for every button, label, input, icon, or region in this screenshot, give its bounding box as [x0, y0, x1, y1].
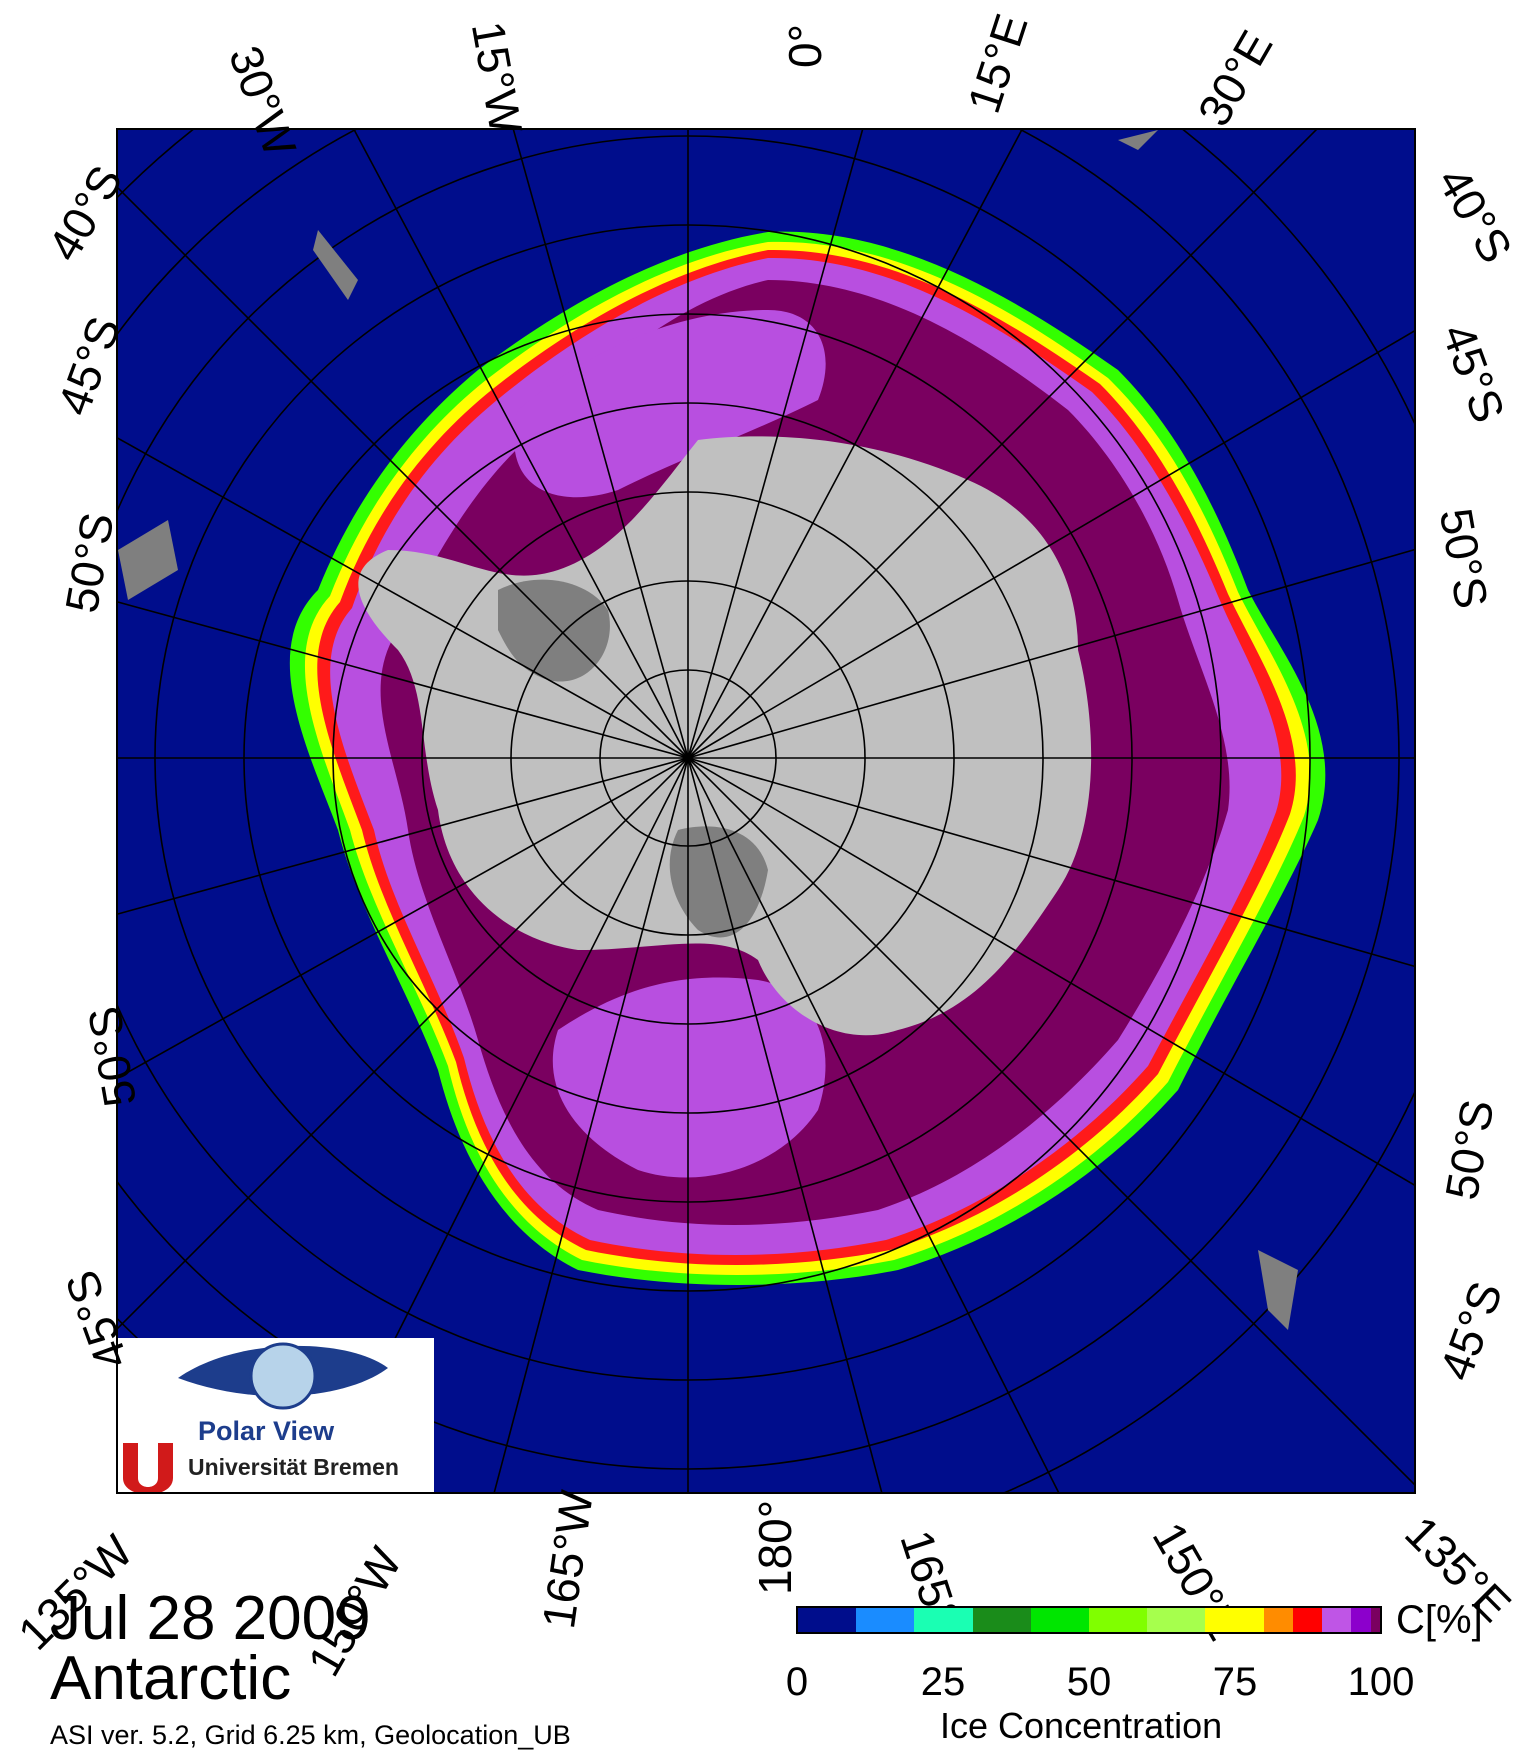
- lon-label-top-15w: 15°W: [461, 17, 533, 138]
- island-top-right: [1118, 130, 1158, 150]
- colorbar-tick-50: 50: [1066, 1660, 1112, 1704]
- colorbar-segment: [1263, 1608, 1293, 1632]
- logo-polar-view-text: Polar View: [198, 1416, 335, 1446]
- lon-label-top-15e: 15°E: [957, 7, 1038, 120]
- polar-view-eye-icon: [123, 1342, 388, 1492]
- colorbar-segment: [914, 1608, 973, 1632]
- colorbar-tick-0: 0: [785, 1660, 809, 1704]
- colorbar: [796, 1606, 1382, 1634]
- ice-concentration-map: Polar View Universität Bremen: [116, 128, 1416, 1494]
- polar-view-logo: Polar View Universität Bremen: [118, 1338, 434, 1492]
- colorbar-segment: [1350, 1608, 1372, 1632]
- map-region: Antarctic: [50, 1644, 292, 1713]
- colorbar-segment: [856, 1608, 915, 1632]
- colorbar-tick-100: 100: [1347, 1660, 1415, 1704]
- colorbar-segment: [1371, 1608, 1380, 1632]
- colorbar-segment: [798, 1608, 857, 1632]
- lat-label-right-50s-upper: 50°S: [1429, 504, 1499, 613]
- ice-shelf-ross: [669, 826, 768, 938]
- island-left: [118, 520, 178, 600]
- ross-patch: [552, 977, 826, 1178]
- lat-label-left-50s-upper: 50°S: [55, 508, 124, 617]
- colorbar-tick-75: 75: [1212, 1660, 1258, 1704]
- colorbar-segment: [1030, 1608, 1089, 1632]
- lat-label-right-45s-lower: 45°S: [1429, 1274, 1513, 1387]
- lon-label-bottom-180: 180°: [749, 1499, 801, 1595]
- lon-label-top-0: 0°: [779, 24, 831, 68]
- lon-label-top-30e: 30°E: [1187, 21, 1283, 135]
- lat-label-right-45s: 45°S: [1431, 316, 1516, 429]
- colorbar-segment: [1292, 1608, 1322, 1632]
- map-date: Jul 28 2009: [50, 1584, 371, 1653]
- colorbar-segment: [1088, 1608, 1148, 1632]
- colorbar-segment: [972, 1608, 1031, 1632]
- ice-shelf-ronne: [498, 579, 610, 682]
- map-canvas: [118, 130, 1414, 1492]
- lon-label-bottom-165w: 165°W: [532, 1487, 603, 1632]
- lat-label-right-50s-lower: 50°S: [1435, 1095, 1504, 1204]
- logo-university-text: Universität Bremen: [188, 1454, 399, 1480]
- colorbar-unit: C[%]: [1396, 1598, 1483, 1642]
- island-south-georgia: [313, 230, 358, 300]
- colorbar-segment: [1321, 1608, 1351, 1632]
- colorbar-segment: [1147, 1608, 1206, 1632]
- map-meta-info: ASI ver. 5.2, Grid 6.25 km, Geolocation_…: [50, 1720, 571, 1750]
- lat-label-right-40s: 40°S: [1427, 158, 1523, 272]
- colorbar-tick-25: 25: [920, 1660, 966, 1704]
- colorbar-title: Ice Concentration: [940, 1705, 1223, 1746]
- colorbar-segment: [1205, 1608, 1264, 1632]
- island-kerguelen: [1258, 1250, 1298, 1330]
